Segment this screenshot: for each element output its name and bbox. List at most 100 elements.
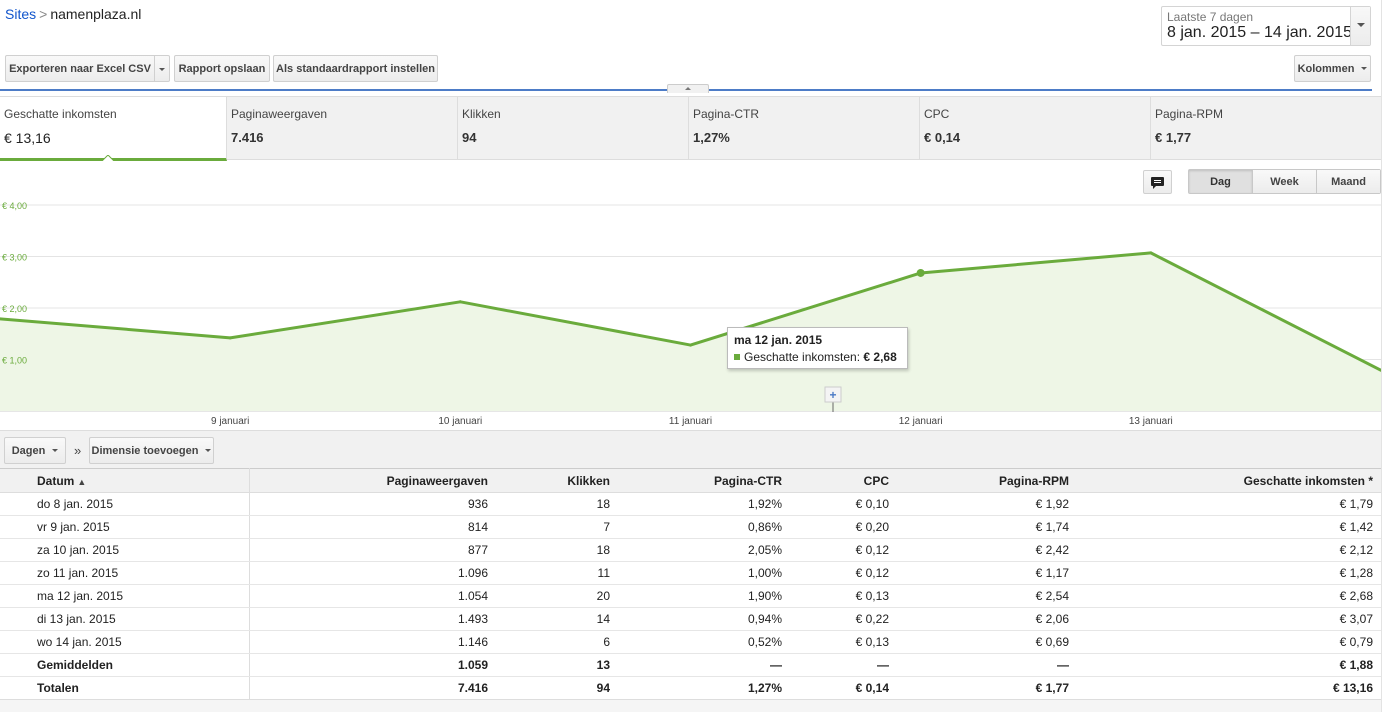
add-annotation-marker[interactable]: + [824, 386, 842, 412]
cell-page-rpm: € 2,06 [897, 607, 1077, 631]
table-row: zo 11 jan. 2015 1.096 11 1,00% € 0,12 € … [0, 561, 1381, 585]
column-header-date[interactable]: Datum ▲ [0, 468, 250, 493]
x-tick-label: 10 januari [438, 416, 482, 427]
cell-page-ctr: 0,86% [618, 515, 790, 539]
breadcrumb-sites-link[interactable]: Sites [5, 6, 37, 22]
metric-label: CPC [924, 107, 950, 121]
y-tick-label: € 4,00 [2, 201, 27, 211]
add-dimension-button[interactable]: Dimensie toevoegen [89, 437, 214, 464]
add-dimension-label: Dimensie toevoegen [91, 444, 199, 457]
comment-icon [1151, 177, 1164, 189]
column-header-cpc[interactable]: CPC [790, 468, 897, 493]
series-line-segment [228, 300, 462, 340]
pagination-bar [0, 699, 1381, 712]
cell-clicks: 6 [496, 630, 618, 654]
table-row: wo 14 jan. 2015 1.146 6 0,52% € 0,13 € 0… [0, 630, 1381, 654]
date-range-value: 8 jan. 2015 – 14 jan. 2015 [1167, 24, 1353, 41]
cell-page-ctr: 2,05% [618, 538, 790, 562]
y-tick-label: € 1,00 [2, 356, 27, 366]
scrollbar-track[interactable] [1381, 0, 1390, 712]
cell-label: Totalen [0, 676, 250, 700]
cell-pageviews: 814 [249, 515, 496, 539]
cell-page-rpm: € 1,77 [897, 676, 1077, 700]
cell-pageviews: 1.146 [249, 630, 496, 654]
chevron-down-icon [1357, 23, 1365, 27]
x-axis-ticks: 9 januari 10 januari 11 januari 12 januari 1… [211, 416, 1173, 427]
granularity-month-button[interactable]: Maand [1317, 170, 1380, 193]
breadcrumb-current-site: namenplaza.nl [50, 6, 142, 22]
y-tick-label: € 2,00 [2, 304, 27, 314]
table-row-totals: Totalen 7.416 94 1,27% € 0,14 € 1,77 € 1… [0, 676, 1381, 700]
x-tick-label: 9 januari [211, 416, 249, 427]
metric-clicks[interactable]: Klikken 94 [458, 97, 689, 160]
metric-page-rpm[interactable]: Pagina-RPM € 1,77 [1151, 97, 1381, 160]
cell-date: wo 14 jan. 2015 [0, 630, 250, 654]
save-report-button[interactable]: Rapport opslaan [174, 55, 270, 82]
sort-ascending-icon: ▲ [77, 476, 87, 487]
cell-page-rpm: € 0,69 [897, 630, 1077, 654]
cell-clicks: 18 [496, 538, 618, 562]
dimension-label: Dagen [11, 444, 46, 457]
collapse-chart-toggle[interactable] [667, 84, 709, 93]
chevron-down-icon [159, 68, 165, 71]
metric-label: Klikken [462, 107, 501, 121]
annotations-button[interactable] [1143, 170, 1172, 194]
date-range-dropdown-button[interactable] [1350, 7, 1370, 45]
date-range-picker[interactable]: Laatste 7 dagen 8 jan. 2015 – 14 jan. 20… [1161, 6, 1371, 46]
dimension-dropdown[interactable]: Dagen [4, 437, 66, 464]
column-header-page-rpm[interactable]: Pagina-RPM [897, 468, 1077, 493]
granularity-day-button[interactable]: Dag [1189, 170, 1253, 193]
cell-cpc: € 0,12 [790, 538, 897, 562]
metric-estimated-earnings[interactable]: Geschatte inkomsten € 13,16 [0, 97, 227, 161]
column-header-clicks[interactable]: Klikken [496, 468, 618, 493]
cell-clicks: 14 [496, 607, 618, 631]
data-point[interactable] [916, 268, 925, 277]
column-header-pageviews[interactable]: Paginaweergaven [249, 468, 496, 493]
metric-label: Pagina-RPM [1155, 107, 1224, 121]
metric-cpc[interactable]: CPC € 0,14 [920, 97, 1151, 160]
x-tick-label: 12 januari [899, 416, 943, 427]
series-line-segment [0, 317, 232, 340]
cell-estimated-earnings: € 1,79 [1077, 492, 1381, 516]
series-line-segment [458, 300, 692, 347]
cell-clicks: 94 [496, 676, 618, 700]
chart-line [0, 251, 1381, 372]
metric-label: Pagina-CTR [693, 107, 760, 121]
cell-pageviews: 1.096 [249, 561, 496, 585]
export-csv-button[interactable]: Exporteren naar Excel CSV [5, 55, 155, 82]
metric-value: € 13,16 [4, 130, 51, 146]
dimension-bar [0, 430, 1381, 468]
export-options-dropdown[interactable] [155, 55, 170, 82]
chevron-down-icon [1361, 67, 1368, 70]
cell-clicks: 20 [496, 584, 618, 608]
column-header-page-ctr[interactable]: Pagina-CTR [618, 468, 790, 493]
table-row-averages: Gemiddelden 1.059 13 — — — € 1,88 [0, 653, 1381, 677]
cell-clicks: 7 [496, 515, 618, 539]
cell-cpc: € 0,13 [790, 584, 897, 608]
tooltip-series-label: Geschatte inkomsten: [744, 350, 861, 364]
set-default-report-button[interactable]: Als standaardrapport instellen [273, 55, 438, 82]
cell-label: Gemiddelden [0, 653, 250, 677]
cell-page-ctr: 0,52% [618, 630, 790, 654]
column-header-label: Datum [37, 473, 75, 488]
column-header-estimated-earnings[interactable]: Geschatte inkomsten * [1077, 468, 1381, 493]
cell-pageviews: 1.493 [249, 607, 496, 631]
chevron-down-icon [205, 449, 212, 452]
chart-area [0, 252, 1381, 411]
granularity-week-button[interactable]: Week [1253, 170, 1317, 193]
metric-value: 1,27% [693, 130, 730, 145]
table-row: vr 9 jan. 2015 814 7 0,86% € 0,20 € 1,74… [0, 515, 1381, 539]
metric-pageviews[interactable]: Paginaweergaven 7.416 [227, 97, 458, 160]
columns-button[interactable]: Kolommen [1294, 55, 1371, 82]
tooltip-date: ma 12 jan. 2015 [734, 333, 823, 347]
series-area [0, 252, 1381, 411]
cell-estimated-earnings: € 2,12 [1077, 538, 1381, 562]
active-indicator-notch [102, 155, 114, 161]
cell-estimated-earnings: € 1,28 [1077, 561, 1381, 585]
breadcrumb-separator: > [39, 6, 48, 22]
metric-page-ctr[interactable]: Pagina-CTR 1,27% [689, 97, 920, 160]
date-range-label: Laatste 7 dagen [1167, 10, 1254, 24]
cell-page-rpm: € 1,17 [897, 561, 1077, 585]
cell-estimated-earnings: € 3,07 [1077, 607, 1381, 631]
cell-page-rpm: € 2,54 [897, 584, 1077, 608]
